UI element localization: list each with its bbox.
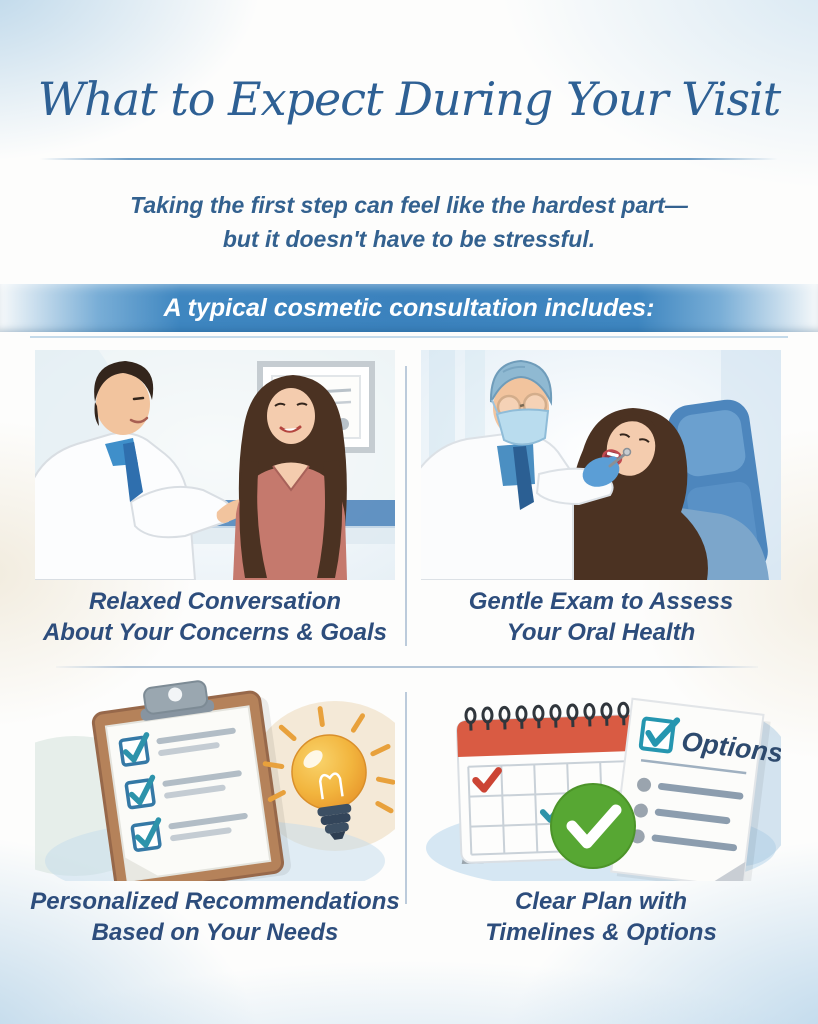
caption-line-2: Based on Your Needs (91, 919, 339, 946)
card-gentle-exam: Gentle Exam to Assess Your Oral Health (421, 350, 781, 660)
patient-reclining (567, 408, 769, 580)
caption-relaxed-conversation: Relaxed Conversation About Your Concerns… (21, 586, 409, 648)
caption-line-1: Relaxed Conversation (88, 588, 342, 615)
calendar-red-check (472, 767, 502, 793)
caption-line-2: Timelines & Options (485, 919, 717, 946)
checklist-lightbulb-illustration (35, 680, 395, 881)
doctor-figure (35, 361, 253, 580)
card-personalized-recommendations: Personalized Recommendations Based on Yo… (30, 676, 400, 956)
card-relaxed-conversation: Relaxed Conversation About Your Concerns… (35, 350, 395, 660)
dentist-figure (421, 359, 632, 580)
checklist-row-2 (124, 770, 242, 810)
banner-underline (30, 336, 788, 338)
spiral-binding (464, 701, 630, 731)
page-title: What to Expect During Your Visit (37, 72, 781, 126)
caption-personalized-recommendations: Personalized Recommendations Based on Yo… (21, 886, 409, 948)
subtitle-line-1: Taking the first step can feel like the … (130, 192, 688, 218)
caption-gentle-exam: Gentle Exam to Assess Your Oral Health (407, 586, 795, 648)
caption-line-2: Your Oral Health (506, 619, 696, 646)
subtitle-line-2: but it doesn't have to be stressful. (222, 226, 596, 252)
clipboard (91, 680, 291, 881)
lightbulb (262, 706, 395, 840)
caption-line-1: Clear Plan with (514, 888, 688, 915)
options-bullet-list (630, 777, 744, 852)
divider-vertical-top (405, 366, 407, 646)
checklist-row-1 (118, 727, 236, 767)
options-checkbox (638, 716, 676, 754)
lightbulb-base (317, 803, 352, 840)
divider-vertical-bottom (405, 692, 407, 904)
caption-line-2: About Your Concerns & Goals (42, 619, 388, 646)
checklist-row-3 (130, 812, 248, 852)
caption-line-1: Personalized Recommendations (30, 888, 400, 915)
title-underline (40, 158, 778, 160)
card-clear-plan: Options Clear Plan with Timelines & O (421, 676, 781, 956)
caption-clear-plan: Clear Plan with Timelines & Options (407, 886, 795, 948)
caption-line-1: Gentle Exam to Assess (468, 588, 734, 615)
section-banner-label: A typical cosmetic consultation includes… (163, 294, 655, 322)
dentist-oral-exam-illustration (421, 350, 781, 580)
section-banner: A typical cosmetic consultation includes… (0, 284, 818, 332)
calendar-options-illustration: Options (426, 697, 781, 881)
gloved-hand-with-instrument (582, 447, 632, 487)
green-check-badge (550, 783, 636, 869)
divider-horizontal (56, 666, 758, 668)
subtitle: Taking the first step can feel like the … (0, 188, 818, 256)
patient-figure (233, 375, 347, 580)
doctor-patient-conversation-illustration (35, 350, 395, 580)
options-sheet: Options (610, 697, 781, 881)
